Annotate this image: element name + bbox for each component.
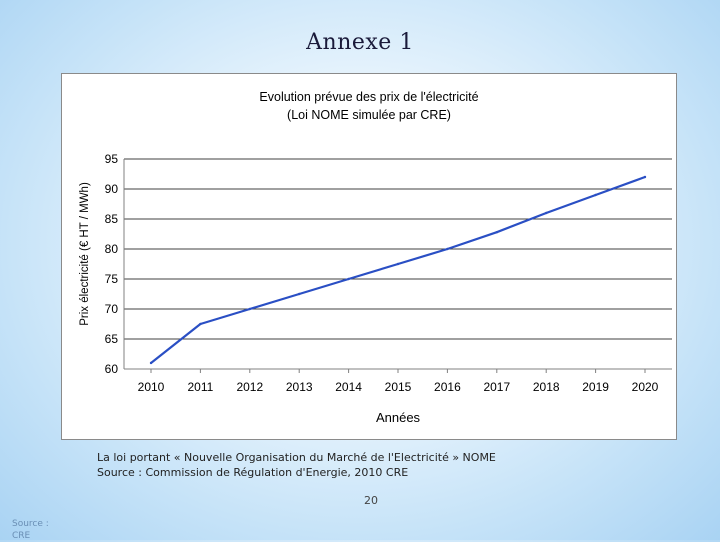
chart-frame: Evolution prévue des prix de l'électrici… — [61, 73, 677, 440]
y-tick-label: 70 — [105, 302, 119, 316]
data-point — [199, 322, 202, 326]
y-tick-label: 90 — [105, 182, 119, 196]
caption-law: La loi portant « Nouvelle Organisation d… — [97, 451, 496, 464]
caption-source: Source : Commission de Régulation d'Ener… — [97, 466, 409, 479]
x-tick-label: 2011 — [187, 380, 213, 394]
x-tick-label: 2014 — [335, 380, 362, 394]
caption: La loi portant « Nouvelle Organisation d… — [97, 450, 496, 480]
data-point — [347, 277, 350, 281]
slide-title: Annexe 1 — [306, 30, 414, 55]
data-point — [446, 247, 449, 251]
y-tick-label: 60 — [105, 362, 119, 376]
x-tick-label: 2013 — [286, 380, 313, 394]
y-tick-label: 75 — [105, 272, 119, 286]
x-tick-label: 2016 — [434, 380, 461, 394]
data-point — [396, 262, 400, 266]
tick-labels: 60 65 70 75 80 85 90 95 2010 2011 2012 2013 2014 2015… — [105, 152, 659, 394]
x-tick-label: 2019 — [582, 380, 609, 394]
page-number: 20 — [364, 494, 378, 507]
line-chart: 60 65 70 75 80 85 90 95 2010 2011 2012 2013 2014 2015… — [79, 152, 672, 425]
x-tick-label: 2015 — [385, 380, 412, 394]
x-tick-label: 2018 — [533, 380, 560, 394]
axes — [123, 159, 672, 373]
series-line-0 — [150, 175, 646, 364]
series-layer — [149, 175, 647, 365]
y-tick-label: 95 — [105, 152, 119, 166]
chart-title-block: Evolution prévue des prix de l'électrici… — [62, 88, 676, 124]
data-point — [248, 307, 251, 311]
y-tick-label: 85 — [105, 212, 119, 226]
source-tag: Source : CRE — [12, 519, 49, 541]
y-tick-label: 65 — [105, 332, 119, 346]
x-tick-label: 2010 — [138, 380, 165, 394]
data-point — [495, 231, 498, 234]
x-tick-label: 2012 — [236, 380, 263, 394]
data-point — [643, 175, 647, 179]
chart-subtitle: (Loi NOME simulée par CRE) — [287, 108, 451, 122]
x-tick-label: 2017 — [483, 380, 510, 394]
data-point — [545, 211, 548, 215]
data-point — [149, 361, 153, 365]
x-axis-label: Années — [376, 410, 421, 425]
y-tick-label: 80 — [105, 242, 119, 256]
x-tick-label: 2020 — [632, 380, 659, 394]
data-point — [298, 292, 301, 296]
data-point — [594, 193, 597, 197]
y-axis-label: Prix électricité (€ HT / MWh) — [79, 182, 91, 326]
chart-title: Evolution prévue des prix de l'électrici… — [259, 90, 479, 104]
